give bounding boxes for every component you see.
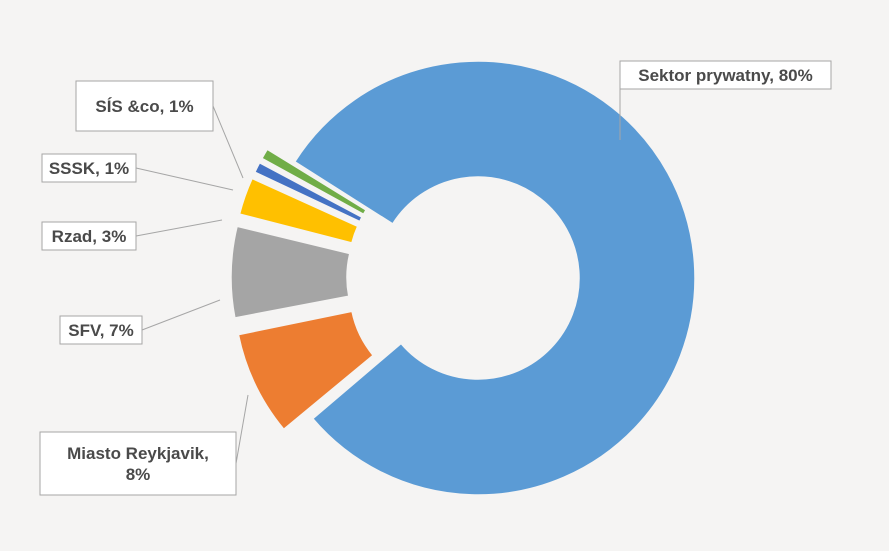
- label-box: [41, 221, 137, 251]
- label-text: SÍS &co, 1%: [95, 97, 193, 116]
- slices: [230, 60, 696, 496]
- leader-line: [141, 299, 221, 331]
- data-label: Sektor prywatny, 80%: [619, 60, 832, 140]
- label-text: SSSK, 1%: [49, 159, 129, 178]
- label-box: [619, 60, 832, 90]
- leader-line: [135, 167, 234, 191]
- label-text: SFV, 7%: [68, 321, 134, 340]
- label-box: [75, 80, 214, 132]
- data-label: Rzad, 3%: [41, 219, 223, 251]
- leader-line: [135, 219, 223, 237]
- label-text: Rzad, 3%: [52, 227, 127, 246]
- leader-line: [235, 394, 249, 464]
- data-label: SÍS &co, 1%: [75, 80, 244, 179]
- label-text: Sektor prywatny, 80%: [638, 66, 812, 85]
- label-text: 8%: [126, 465, 151, 484]
- leader-line: [212, 105, 244, 179]
- label-box: [41, 153, 137, 183]
- slice-sektor-prywatny: [293, 60, 696, 496]
- slice-s-s-co: [260, 148, 368, 216]
- slice-sssk: [253, 161, 364, 223]
- slice-miasto-reykjavik: [237, 310, 375, 431]
- label-text: Miasto Reykjavik,: [67, 444, 209, 463]
- slice-rzad: [238, 177, 359, 244]
- slice-sfv: [230, 225, 351, 319]
- label-box: [59, 315, 143, 345]
- data-label: SFV, 7%: [59, 299, 221, 345]
- data-label: Miasto Reykjavik, 8%: [39, 394, 249, 496]
- label-box: [39, 431, 237, 496]
- data-labels: Sektor prywatny, 80% Miasto Reykjavik, 8% S…: [39, 60, 832, 496]
- data-label: SSSK, 1%: [41, 153, 234, 191]
